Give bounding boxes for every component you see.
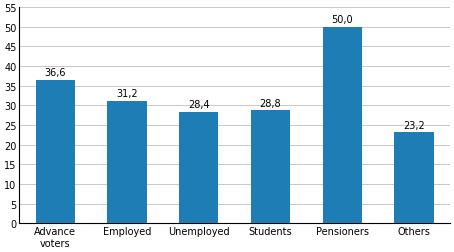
- Text: 31,2: 31,2: [116, 89, 138, 99]
- Bar: [107, 101, 147, 224]
- Text: 28,4: 28,4: [188, 100, 210, 110]
- Bar: [179, 112, 218, 224]
- Bar: [394, 133, 434, 224]
- Text: 36,6: 36,6: [44, 68, 66, 78]
- Text: 50,0: 50,0: [331, 15, 353, 25]
- Bar: [251, 111, 290, 224]
- Text: 23,2: 23,2: [403, 120, 425, 130]
- Bar: [35, 80, 75, 224]
- Text: 28,8: 28,8: [260, 99, 281, 108]
- Bar: [322, 28, 362, 224]
